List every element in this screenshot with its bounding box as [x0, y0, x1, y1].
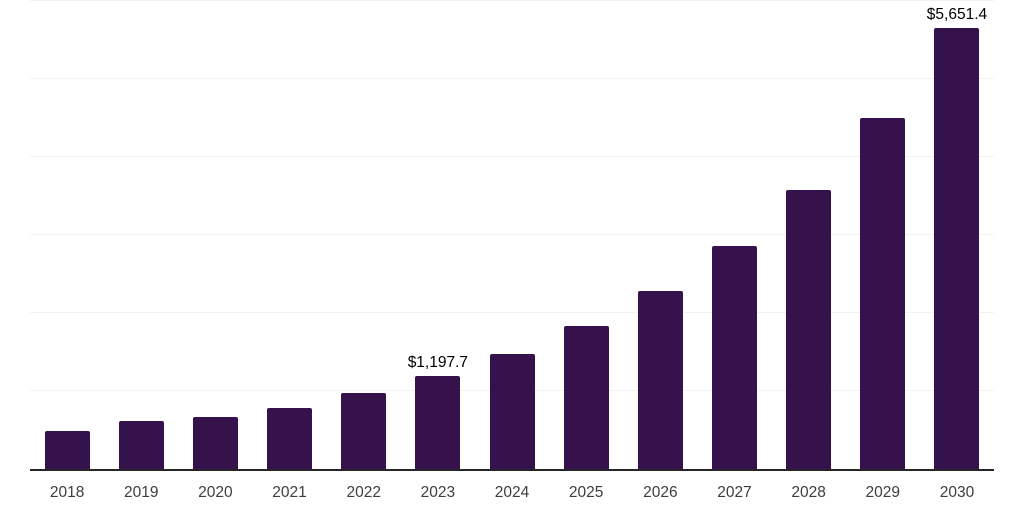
- x-tick-2020: 2020: [198, 484, 233, 501]
- x-axis-line: [30, 469, 994, 471]
- bar-2021: [267, 408, 313, 469]
- x-tick-2022: 2022: [346, 484, 381, 501]
- bar-2018: [44, 430, 90, 469]
- gridline-2000: [30, 312, 994, 314]
- bar-slot-2025: [549, 1, 623, 469]
- gridline-4000: [30, 156, 994, 158]
- bar-2025: [563, 326, 609, 469]
- bar-slot-2020: [178, 1, 252, 469]
- bar-slot-2029: [846, 1, 920, 469]
- bar-2027: [711, 245, 757, 469]
- bar-2019: [118, 421, 164, 469]
- x-tick-2024: 2024: [494, 484, 530, 501]
- bar-slot-2024: [475, 1, 549, 469]
- bar-2022: [341, 393, 387, 469]
- bar-2028: [786, 189, 832, 469]
- bar-slot-2027: [697, 1, 771, 469]
- x-tick-2021: 2021: [272, 484, 307, 501]
- bar-slot-2021: [252, 1, 326, 469]
- bar-2024: [489, 353, 535, 469]
- plot-area: $1,197.7 $5,651.4: [30, 0, 994, 471]
- gridline-6000: [30, 0, 994, 1]
- bar-slot-2026: [623, 1, 697, 469]
- gridline-5000: [30, 78, 994, 79]
- bar-2026: [637, 291, 683, 469]
- bar-slot-2022: [327, 1, 401, 469]
- bar-slot-2019: [104, 1, 178, 469]
- x-tick-2027: 2027: [717, 484, 752, 501]
- bars-container: $1,197.7 $5,651.4: [30, 1, 994, 469]
- bar-slot-2018: [30, 1, 104, 469]
- bar-slot-2030: $5,651.4: [920, 1, 994, 469]
- x-tick-2030: 2030: [939, 484, 975, 501]
- gridline-3000: [30, 234, 994, 235]
- x-tick-2028: 2028: [791, 484, 826, 501]
- bar-slot-2028: [772, 1, 846, 469]
- x-tick-2018: 2018: [49, 484, 85, 501]
- data-label-2023: $1,197.7: [407, 353, 469, 371]
- bar-slot-2023: $1,197.7: [401, 1, 475, 469]
- bar-2030: [934, 28, 980, 469]
- bar-2020: [192, 416, 238, 469]
- x-tick-2029: 2029: [865, 484, 901, 501]
- bar-2029: [860, 118, 906, 469]
- x-tick-2019: 2019: [123, 484, 159, 501]
- x-tick-2025: 2025: [568, 484, 604, 501]
- data-label-2030: $5,651.4: [926, 6, 988, 24]
- bar-2023: [415, 375, 461, 469]
- x-axis-labels: 2018 2019 2020 2021 2022 2023 2024 2025 2026 2027…: [30, 483, 994, 503]
- x-tick-2026: 2026: [643, 484, 678, 501]
- x-tick-2023: 2023: [420, 484, 456, 501]
